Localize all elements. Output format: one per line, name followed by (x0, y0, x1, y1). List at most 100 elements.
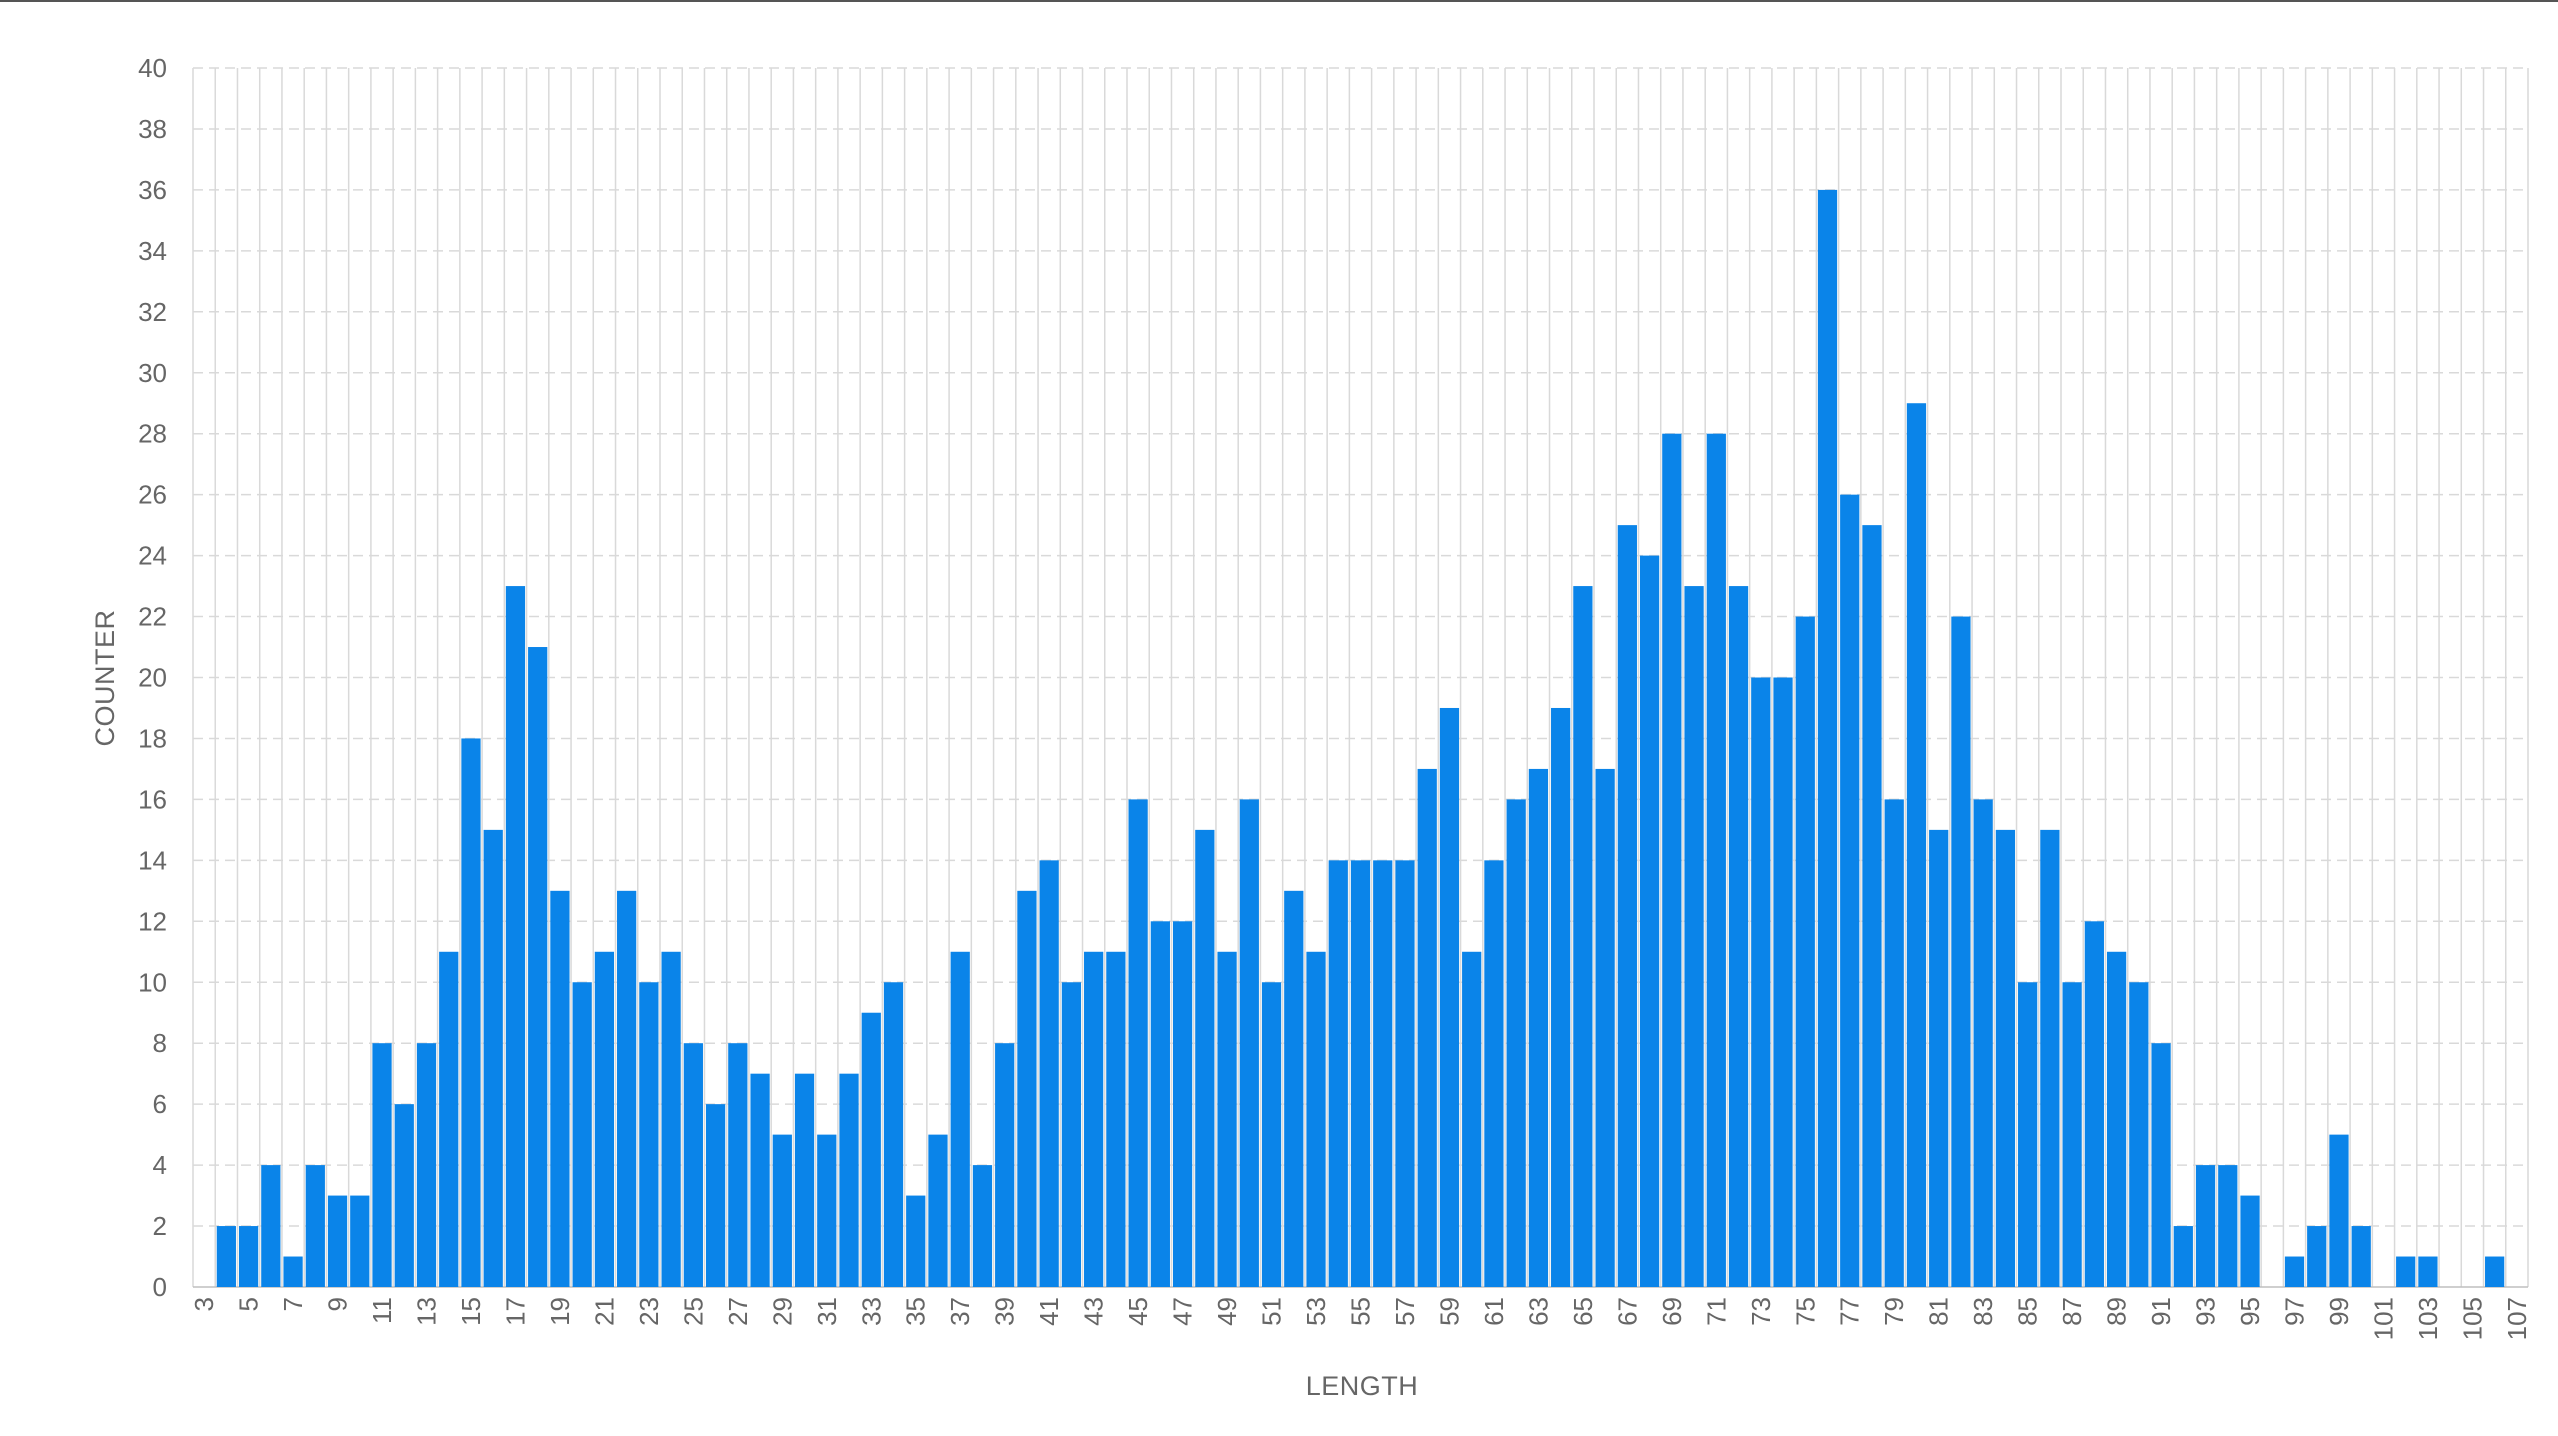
x-tick-label: 105 (2457, 1297, 2487, 1340)
bar-length-63 (1528, 768, 1549, 1287)
bar-length-38 (972, 1165, 993, 1287)
bar-length-23 (639, 982, 659, 1287)
bar-length-41 (1039, 860, 1059, 1287)
bar-length-47 (1172, 921, 1193, 1287)
x-tick-label: 35 (901, 1297, 931, 1326)
bar-length-19 (550, 890, 570, 1287)
y-tick-label: 24 (138, 541, 167, 571)
bar-length-60 (1462, 951, 1482, 1287)
y-tick-label: 6 (153, 1089, 167, 1119)
x-tick-label: 55 (1346, 1297, 1376, 1326)
y-tick-label: 2 (153, 1211, 167, 1241)
grid-lines (192, 67, 2529, 1288)
bar-length-25 (683, 1043, 703, 1287)
bar-length-48 (1195, 829, 1215, 1287)
x-tick-label: 65 (1568, 1297, 1598, 1326)
x-tick-label: 67 (1612, 1297, 1642, 1326)
y-tick-label: 4 (153, 1150, 167, 1180)
x-tick-label: 39 (990, 1297, 1020, 1326)
x-tick-label: 79 (1879, 1297, 1909, 1326)
bar-length-18 (528, 647, 548, 1287)
bar-length-40 (1017, 890, 1037, 1287)
bar-length-65 (1573, 586, 1593, 1287)
bar-length-89 (2106, 951, 2127, 1287)
bar-length-26 (705, 1104, 726, 1287)
bar-length-17 (505, 586, 526, 1287)
x-tick-label: 87 (2057, 1297, 2087, 1326)
x-tick-label: 77 (1835, 1297, 1865, 1326)
bar-length-34 (883, 982, 904, 1287)
bar-length-71 (1706, 433, 1726, 1287)
bar-length-85 (2018, 982, 2038, 1287)
bar-length-83 (1973, 799, 1993, 1287)
bar-length-27 (728, 1043, 748, 1287)
x-tick-label: 33 (856, 1297, 886, 1326)
x-tick-label: 103 (2413, 1297, 2443, 1340)
bar-length-72 (1728, 586, 1749, 1287)
x-tick-label: 99 (2324, 1297, 2354, 1326)
bar-length-95 (2240, 1195, 2260, 1287)
x-tick-label: 43 (1079, 1297, 1109, 1326)
x-tick-label: 23 (634, 1297, 664, 1326)
bar-length-44 (1106, 951, 1126, 1287)
bar-length-77 (1840, 494, 1860, 1287)
bar-length-42 (1061, 982, 1082, 1287)
bar-length-64 (1551, 707, 1571, 1287)
bar-length-35 (906, 1195, 926, 1287)
bar-length-92 (2173, 1226, 2193, 1287)
x-tick-label: 15 (456, 1297, 486, 1326)
bar-length-79 (1884, 799, 1904, 1287)
y-tick-label: 26 (138, 480, 167, 510)
x-tick-label: 45 (1123, 1297, 1153, 1326)
bar-length-55 (1350, 860, 1371, 1287)
bar-length-13 (416, 1043, 437, 1287)
bar-length-30 (794, 1073, 815, 1287)
bar-length-53 (1306, 951, 1326, 1287)
bar-length-61 (1484, 860, 1504, 1287)
bar-length-81 (1929, 829, 1949, 1287)
bar-length-97 (2284, 1256, 2305, 1287)
bar-length-39 (995, 1043, 1015, 1287)
bar-length-93 (2195, 1165, 2216, 1287)
y-tick-label: 28 (138, 419, 167, 449)
bar-length-33 (861, 1012, 881, 1287)
bar-length-84 (1995, 829, 2016, 1287)
y-tick-label: 36 (138, 175, 167, 205)
x-tick-label: 97 (2280, 1297, 2310, 1326)
bar-length-6 (261, 1165, 281, 1287)
y-tick-label: 14 (138, 845, 167, 875)
x-tick-label: 25 (678, 1297, 708, 1326)
bar-length-58 (1417, 768, 1437, 1287)
bar-length-5 (238, 1226, 259, 1287)
bar-length-62 (1506, 799, 1526, 1287)
bar-length-82 (1951, 616, 1971, 1287)
bar-length-59 (1439, 707, 1460, 1287)
y-tick-label: 34 (138, 236, 167, 266)
bar-length-9 (327, 1195, 348, 1287)
y-tick-label: 10 (138, 967, 167, 997)
x-tick-label: 57 (1390, 1297, 1420, 1326)
bar-length-49 (1217, 951, 1237, 1287)
bar-length-51 (1261, 982, 1282, 1287)
bar-length-66 (1595, 768, 1615, 1287)
bar-length-103 (2418, 1256, 2438, 1287)
bar-length-75 (1795, 616, 1815, 1287)
bar-length-70 (1684, 586, 1704, 1287)
bar-length-29 (772, 1134, 792, 1287)
x-tick-label: 107 (2502, 1297, 2532, 1340)
bar-length-106 (2485, 1256, 2505, 1287)
bar-length-56 (1373, 860, 1393, 1287)
bar-length-67 (1617, 525, 1637, 1287)
bar-length-32 (839, 1073, 859, 1287)
bar-length-74 (1773, 677, 1793, 1287)
y-tick-label: 38 (138, 114, 167, 144)
x-tick-label: 21 (589, 1297, 619, 1326)
x-tick-label: 29 (767, 1297, 797, 1326)
x-tick-label: 93 (2191, 1297, 2221, 1326)
x-tick-label: 5 (234, 1297, 264, 1311)
top-border-line (0, 0, 2558, 2)
bar-length-88 (2084, 921, 2104, 1287)
bar-length-102 (2396, 1256, 2416, 1287)
y-tick-label: 18 (138, 723, 167, 753)
